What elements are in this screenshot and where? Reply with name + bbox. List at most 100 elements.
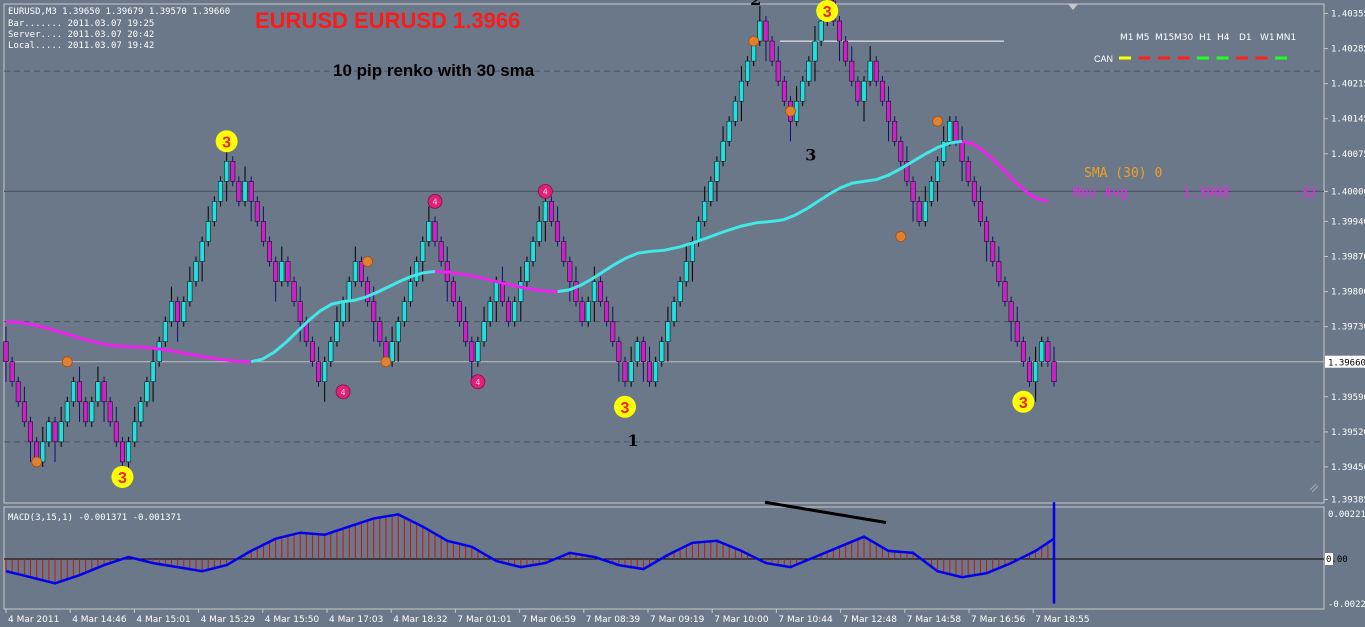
info-line-local: Local..... 2011.03.07 19:42	[8, 41, 154, 51]
bear-brick	[1027, 361, 1032, 383]
bull-brick	[726, 120, 732, 142]
sma30-segment	[434, 270, 558, 294]
bear-brick	[990, 241, 996, 262]
sma30-segment	[250, 300, 344, 364]
bull-brick	[714, 161, 720, 182]
bull-brick	[518, 281, 524, 302]
macd-y-tick-label: -0.00222	[1328, 600, 1365, 610]
tf-label-w1: W1	[1260, 33, 1275, 43]
bull-brick	[941, 141, 947, 162]
pivot-marker-digit: 4	[475, 378, 480, 387]
wave3-digit: 3	[621, 400, 630, 417]
bull-brick	[162, 321, 168, 342]
bull-brick	[181, 301, 187, 322]
bear-brick	[561, 241, 567, 262]
bear-brick	[769, 40, 775, 62]
macd-zero-box	[1325, 553, 1333, 565]
bull-brick	[242, 181, 248, 202]
bear-brick	[898, 141, 904, 162]
wave3-circle	[215, 130, 238, 153]
bull-brick	[665, 321, 671, 342]
bear-brick	[267, 241, 272, 262]
sma30-segment	[5, 320, 129, 349]
wave3-digit: 3	[1019, 395, 1028, 412]
bull-brick	[738, 80, 744, 102]
wave3-digit: 3	[222, 134, 231, 151]
bear-brick	[573, 281, 579, 302]
bull-brick	[408, 281, 413, 302]
movavg-label: Mov Avg	[1073, 186, 1128, 201]
bull-brick	[218, 181, 223, 202]
pivot-marker-digit: 4	[341, 388, 346, 397]
bear-brick	[843, 40, 849, 62]
y-tick-label: 1.39800	[1331, 288, 1365, 298]
bear-brick	[610, 321, 616, 342]
current-price-label: 1.39660	[1328, 359, 1365, 369]
tf-label-m5: M5	[1136, 33, 1150, 43]
bull-brick	[671, 301, 677, 322]
y-tick-label: 1.40075	[1331, 150, 1365, 160]
bear-brick	[9, 361, 15, 383]
bull-brick	[512, 301, 518, 322]
wave-label: 2	[750, 0, 761, 9]
bull-brick	[585, 301, 591, 322]
bull-brick	[653, 361, 659, 383]
bear-brick	[879, 80, 885, 102]
info-line-server: Server.... 2011.03.07 20:42	[8, 30, 154, 40]
bear-brick	[15, 381, 21, 403]
bull-brick	[328, 341, 334, 362]
bear-brick	[579, 301, 585, 322]
x-tick-label: 4 Mar 15:01	[136, 615, 190, 625]
bull-brick	[352, 261, 358, 282]
bull-brick	[806, 60, 812, 82]
wave3-digit: 3	[118, 470, 127, 487]
scroll-shift-icon[interactable]	[1068, 4, 1078, 10]
y-tick-label: 1.39870	[1331, 253, 1365, 263]
y-tick-label: 1.40145	[1331, 115, 1365, 125]
bull-brick	[70, 381, 76, 403]
bear-brick	[604, 301, 610, 322]
bear-brick	[1014, 321, 1020, 342]
bear-brick	[910, 181, 916, 202]
x-tick-label: 7 Mar 10:44	[778, 615, 833, 625]
bear-brick	[1008, 301, 1014, 322]
x-tick-label: 7 Mar 12:48	[843, 615, 898, 625]
bear-brick	[1002, 281, 1008, 302]
bull-brick	[947, 120, 953, 142]
macd-panel-border	[3, 506, 1325, 610]
bull-brick	[40, 441, 46, 463]
bear-brick	[83, 401, 89, 423]
chart-shift-icon[interactable]	[1309, 483, 1319, 493]
can-label: CAN	[1094, 54, 1113, 64]
fractal-marker	[895, 231, 907, 242]
x-tick-label: 4 Mar 15:50	[265, 615, 320, 625]
bear-brick	[291, 281, 297, 302]
bear-brick	[371, 301, 377, 322]
fractal-marker	[380, 356, 392, 368]
bear-brick	[254, 201, 260, 222]
bear-brick	[359, 261, 364, 282]
bull-brick	[677, 281, 683, 302]
bear-brick	[873, 60, 879, 82]
bear-brick	[647, 361, 652, 383]
sma30-segment	[557, 250, 650, 294]
bear-brick	[567, 261, 573, 282]
divergence-trendline	[764, 500, 887, 525]
bull-brick	[922, 201, 928, 222]
bull-brick	[702, 201, 708, 222]
bear-brick	[598, 281, 603, 302]
bear-brick	[971, 181, 977, 202]
wave3-circle	[613, 395, 636, 418]
macd-y-tick-label: 0.002217	[1328, 510, 1365, 520]
bear-brick	[438, 241, 444, 262]
y-tick-label: 1.39520	[1331, 428, 1365, 438]
bull-brick	[169, 301, 174, 322]
price-panel-border	[3, 3, 1325, 504]
bull-brick	[732, 100, 738, 122]
bear-brick	[309, 341, 315, 362]
y-tick-label: 1.40355	[1331, 10, 1365, 20]
bear-brick	[119, 441, 125, 463]
bear-brick	[285, 261, 291, 282]
bear-brick	[297, 301, 303, 322]
